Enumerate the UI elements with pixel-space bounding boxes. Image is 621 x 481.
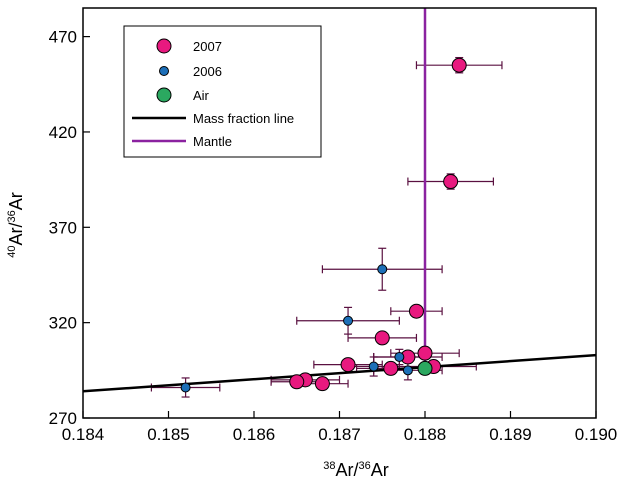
x-tick-label: 0.187 [318, 425, 361, 444]
y-axis-title-sup2: 36 [6, 210, 18, 222]
ticks-layer: 0.184 0.185 0.186 0.187 0.188 0.189 0.190 270 32… [49, 28, 618, 444]
point-2007 [443, 174, 459, 190]
point-2006 [394, 351, 405, 362]
point-2007 [383, 360, 399, 376]
legend-label-2007: 2007 [193, 39, 222, 54]
plot-area [83, 8, 596, 398]
point-2007 [451, 57, 467, 73]
mass-fraction-line-line [83, 353, 596, 393]
legend-label-mass-fraction: Mass fraction line [193, 111, 294, 126]
point-2006 [377, 264, 388, 275]
x-axis-title: 38Ar/36Ar [323, 460, 389, 480]
series-layer [83, 8, 596, 398]
legend-label-air: Air [193, 88, 210, 103]
y-tick-label: 420 [49, 123, 77, 142]
x-tick-label: 0.190 [575, 425, 618, 444]
x-axis-title-tail: Ar [371, 460, 389, 480]
y-axis-title-main: Ar/ [6, 222, 26, 245]
point-2006 [402, 365, 413, 376]
y-axis-title: 40Ar/36Ar [6, 192, 26, 258]
y-axis-title-sup: 40 [6, 246, 18, 258]
x-tick-label: 0.184 [62, 425, 105, 444]
x-tick-label: 0.189 [489, 425, 532, 444]
point-2007 [408, 303, 424, 319]
point-2006 [368, 361, 379, 372]
point-2006 [180, 382, 191, 393]
x-tick-label: 0.185 [147, 425, 190, 444]
y-tick-label: 270 [49, 409, 77, 428]
y-tick-label: 370 [49, 218, 77, 237]
point-2007 [340, 357, 356, 373]
legend-marker-2006 [159, 66, 169, 76]
x-axis-title-sup2: 36 [359, 460, 371, 472]
x-tick-label: 0.188 [404, 425, 447, 444]
y-axis-title-tail: Ar [6, 192, 26, 210]
point-2007 [374, 330, 390, 346]
point-air [417, 360, 433, 376]
legend: 2007 2006 Air Mass fraction line Mantle [123, 25, 322, 158]
point-2007 [314, 376, 330, 392]
x-tick-label: 0.186 [233, 425, 276, 444]
legend-marker-air [156, 87, 172, 103]
point-2007 [417, 345, 433, 361]
point-2007 [289, 374, 305, 390]
x-axis-title-main: Ar/ [335, 460, 358, 480]
legend-label-mantle: Mantle [193, 134, 232, 149]
point-2006 [343, 315, 354, 326]
y-tick-label: 470 [49, 28, 77, 47]
legend-marker-2007 [156, 38, 172, 54]
x-axis-title-sup: 38 [323, 460, 335, 472]
legend-label-2006: 2006 [193, 64, 222, 79]
y-tick-label: 320 [49, 314, 77, 333]
